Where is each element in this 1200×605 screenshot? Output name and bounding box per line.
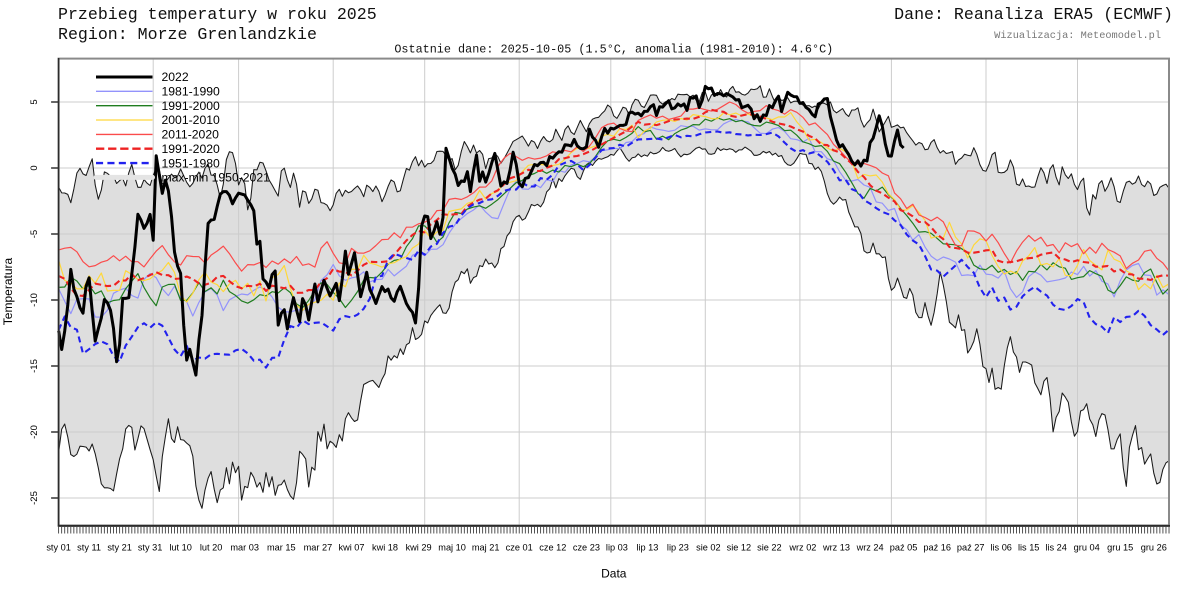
svg-text:sie 02: sie 02 [696,543,721,553]
svg-text:0: 0 [29,165,40,170]
svg-text:cze 12: cze 12 [539,543,566,553]
svg-text:sty 21: sty 21 [107,543,132,553]
svg-text:lis 24: lis 24 [1045,543,1066,553]
svg-text:paź 05: paź 05 [890,543,918,553]
svg-text:wrz 13: wrz 13 [822,543,850,553]
svg-text:lip 23: lip 23 [667,543,689,553]
svg-text:sie 12: sie 12 [727,543,752,553]
svg-text:2011-2020: 2011-2020 [162,128,220,142]
svg-text:lip 03: lip 03 [606,543,628,553]
svg-text:1981-1990: 1981-1990 [162,85,221,99]
svg-text:Data: Data [601,567,627,581]
svg-text:max-min 1950-2021: max-min 1950-2021 [162,171,271,185]
svg-text:Dane: Reanaliza ERA5 (ECMWF): Dane: Reanaliza ERA5 (ECMWF) [894,5,1173,24]
svg-text:gru 15: gru 15 [1107,543,1133,553]
svg-text:gru 04: gru 04 [1074,543,1100,553]
svg-text:mar 15: mar 15 [267,543,296,553]
svg-text:-25: -25 [29,491,40,505]
svg-text:paź 16: paź 16 [923,543,951,553]
svg-text:-5: -5 [29,230,40,238]
svg-text:Temperatura: Temperatura [1,257,15,325]
svg-text:sie 22: sie 22 [757,543,782,553]
svg-text:gru 26: gru 26 [1141,543,1167,553]
svg-text:mar 03: mar 03 [230,543,259,553]
svg-text:kwi 29: kwi 29 [406,543,432,553]
svg-text:lut 10: lut 10 [169,543,191,553]
svg-text:maj 21: maj 21 [472,543,500,553]
svg-text:1991-2020: 1991-2020 [162,142,221,156]
svg-text:lis 15: lis 15 [1018,543,1039,553]
svg-text:lis 06: lis 06 [990,543,1011,553]
svg-text:5: 5 [29,99,40,104]
svg-text:1991-2000: 1991-2000 [162,99,221,113]
svg-text:-20: -20 [29,425,40,439]
svg-text:paź 27: paź 27 [957,543,985,553]
svg-text:Wizualizacja: Meteomodel.pl: Wizualizacja: Meteomodel.pl [994,30,1161,42]
svg-text:maj 10: maj 10 [438,543,466,553]
svg-text:sty 31: sty 31 [138,543,163,553]
svg-text:Ostatnie dane: 2025-10-05 (1.5: Ostatnie dane: 2025-10-05 (1.5°C, anomal… [394,43,833,57]
svg-text:kwi 18: kwi 18 [372,543,398,553]
svg-text:sty 01: sty 01 [46,543,71,553]
svg-text:2001-2010: 2001-2010 [162,113,221,127]
svg-text:lip 13: lip 13 [636,543,658,553]
svg-text:Przebieg temperatury w roku 20: Przebieg temperatury w roku 2025 [58,5,377,24]
svg-text:-10: -10 [29,293,40,307]
svg-text:lut 20: lut 20 [200,543,222,553]
svg-text:1951-1980: 1951-1980 [162,156,221,170]
svg-text:mar 27: mar 27 [304,543,333,553]
svg-text:cze 01: cze 01 [506,543,533,553]
svg-text:kwi 07: kwi 07 [338,543,364,553]
svg-text:Region: Morze Grenlandzkie: Region: Morze Grenlandzkie [58,25,317,44]
svg-text:wrz 02: wrz 02 [788,543,816,553]
svg-text:cze 23: cze 23 [573,543,600,553]
svg-text:-15: -15 [29,359,40,373]
svg-text:wrz 24: wrz 24 [856,543,884,553]
svg-text:sty 11: sty 11 [77,543,101,553]
svg-text:2022: 2022 [162,70,189,84]
